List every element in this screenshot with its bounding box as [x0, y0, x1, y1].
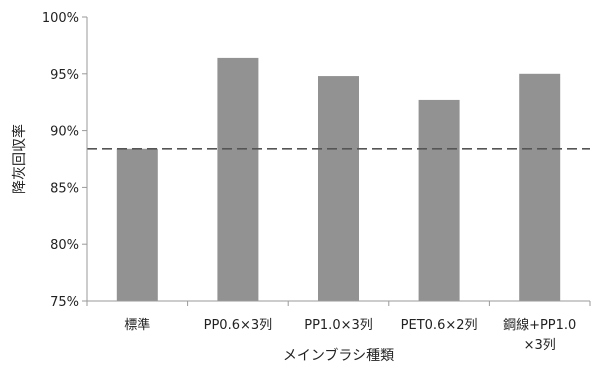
y-tick-label: 90%	[50, 125, 79, 140]
y-axis-title: 降灰回収率	[11, 124, 28, 194]
bar	[116, 148, 158, 301]
x-tick-label: PET0.6×2列	[401, 318, 478, 333]
x-axis: 標準 PP0.6×3列 PP1.0×3列 PET0.6×2列 鋼線+PP1.0 ×3列	[124, 317, 576, 353]
y-tick-label: 75%	[50, 295, 79, 310]
y-tick-label: 80%	[50, 238, 79, 253]
x-tick-label: ×3列	[524, 338, 556, 353]
x-tick-label: 鋼線+PP1.0	[503, 317, 576, 333]
bar	[318, 76, 359, 302]
bar	[418, 99, 460, 301]
y-tick-label: 95%	[50, 68, 79, 83]
bar	[217, 57, 259, 302]
bars	[116, 57, 561, 302]
axes	[86, 17, 591, 306]
x-tick-label: PP0.6×3列	[204, 318, 273, 333]
bar	[519, 73, 561, 301]
x-tick-label: 標準	[124, 317, 150, 333]
y-tick-label: 85%	[50, 181, 79, 196]
y-tick-label: 100%	[42, 11, 79, 26]
x-tick-label: PP1.0×3列	[304, 318, 373, 333]
y-axis: 75% 80% 85% 90% 95% 100%	[42, 11, 87, 310]
x-axis-title: メインブラシ種類	[283, 347, 394, 364]
